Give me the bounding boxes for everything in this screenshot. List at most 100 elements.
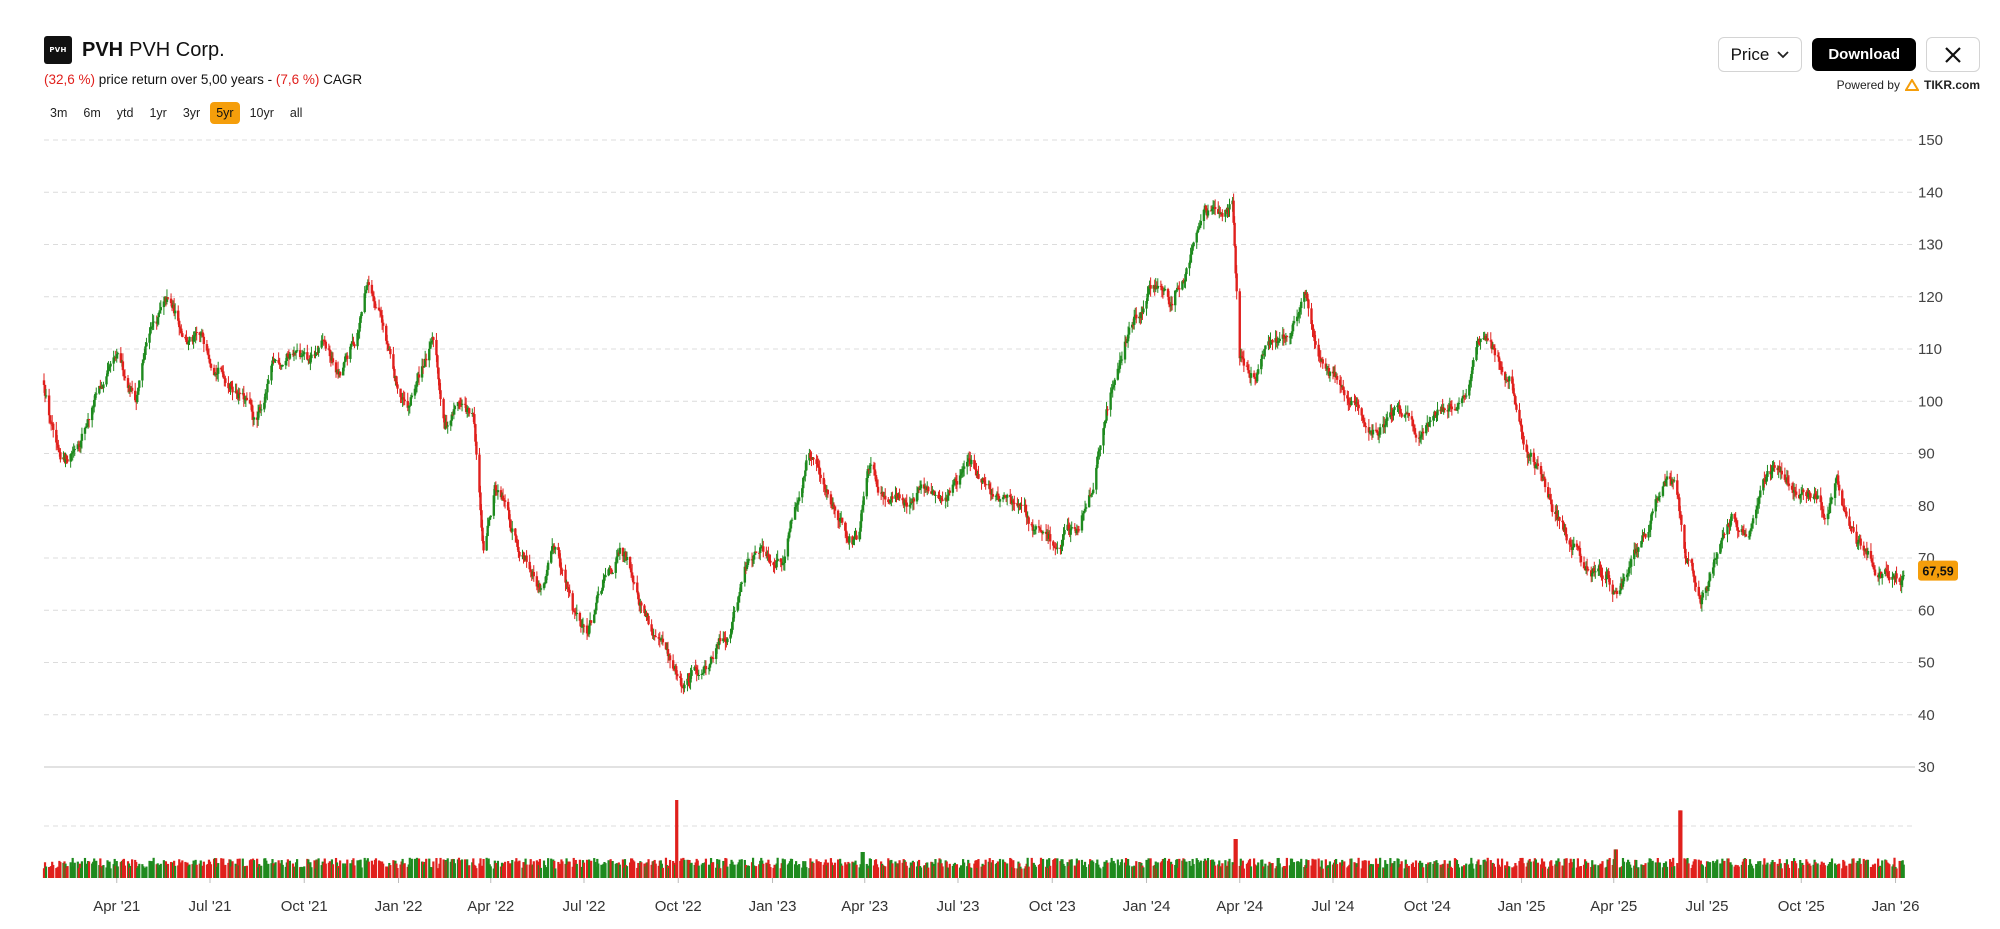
candle-body [179,327,182,329]
candle-body [90,407,94,421]
candle-body [637,592,640,600]
range-10yr-button[interactable]: 10yr [249,106,274,120]
candle-body [786,538,790,557]
range-3yr-button[interactable]: 3yr [182,106,201,120]
volume-bar [1493,866,1496,878]
candle-body [1096,456,1099,468]
candle-body [1163,289,1167,291]
candle-body [507,509,511,520]
candle-body [1744,534,1748,537]
candle-body [1650,513,1653,521]
candle-body [1712,559,1716,568]
volume-bar [1579,866,1583,878]
candle-body [1472,360,1475,367]
volume-bar [1866,859,1869,878]
candle-body [773,565,776,568]
candle-body [790,519,794,521]
candle-body [69,454,72,462]
volume-bar [238,858,241,878]
candle-body [324,341,327,349]
candle-body [424,358,428,361]
volume-bar [998,858,1002,878]
volume-bar [145,866,148,878]
candle-body [760,547,763,549]
volume-bar [59,862,62,878]
range-ytd-button[interactable]: ytd [116,106,134,120]
volume-bar [755,866,758,878]
candle-body [1198,225,1201,228]
candle-body [1421,431,1425,434]
candle-body [251,411,255,420]
candle-body [587,625,591,635]
candle-body [235,391,238,394]
candle-body [1490,341,1494,350]
candle-body [1077,529,1081,531]
volume-bar [73,862,76,878]
candle-body [1856,542,1859,544]
volume-bar [202,861,205,878]
volume-bar [1472,868,1475,878]
y-tick-label: 100 [1918,393,1943,410]
candle-body [1300,301,1303,309]
candle-body [1735,521,1738,528]
tikr-brand[interactable]: TIKR.com [1923,78,1980,92]
candle-body [1489,340,1492,342]
candle-body [1664,479,1668,483]
candle-body [596,595,599,603]
candle-body [284,360,288,366]
candle-body [112,357,115,364]
candle-body [274,359,277,361]
candle-body [1276,341,1279,344]
last-price-tag [1918,560,1958,581]
candle-body [1371,429,1375,435]
candle-body [44,395,48,397]
volume-bar [209,864,213,878]
candle-body [736,602,739,611]
candle-body [122,370,126,377]
candle-body [515,535,518,542]
close-button[interactable] [1926,37,1980,72]
candle-body [1420,431,1424,437]
candle-body [593,614,596,623]
range-1yr-button[interactable]: 1yr [149,106,167,120]
volume-bar [1364,860,1367,878]
candle-body [1822,513,1826,519]
candle-body [1030,523,1033,526]
candle-body [130,387,134,391]
candle-body [1763,479,1766,481]
candle-body [392,354,395,369]
candle-body [1815,498,1818,500]
volume-bar [1544,866,1547,878]
volume-bar [1084,867,1088,878]
volume-bar [245,865,248,878]
candle-body [994,495,998,497]
candle-body [380,315,384,323]
candle-body [1146,293,1149,301]
candle-body [1240,355,1244,358]
candle-body [1290,331,1294,337]
range-3m-button[interactable]: 3m [50,106,68,120]
volume-bar [1034,866,1037,878]
candle-body [1678,497,1681,512]
volume-bar [848,863,851,878]
candle-body [374,307,378,309]
candle-body [585,625,589,634]
range-all-button[interactable]: all [289,106,303,120]
candle-body [614,561,617,573]
volume-bar [360,867,363,878]
candle-body [108,366,111,368]
range-6m-button[interactable]: 6m [83,106,101,120]
download-button[interactable]: Download [1812,38,1916,71]
metric-select[interactable]: Price [1717,37,1803,72]
range-5yr-button[interactable]: 5yr [210,102,240,124]
candle-body [1202,209,1206,222]
candle-body [272,360,275,362]
candle-body [628,556,632,569]
volume-bar [382,863,385,878]
candle-body [912,498,916,502]
volume-bar [410,858,413,878]
return-text: price return over 5,00 years - [95,72,276,87]
volume-bar [267,863,270,878]
volume-bar [1780,868,1783,878]
